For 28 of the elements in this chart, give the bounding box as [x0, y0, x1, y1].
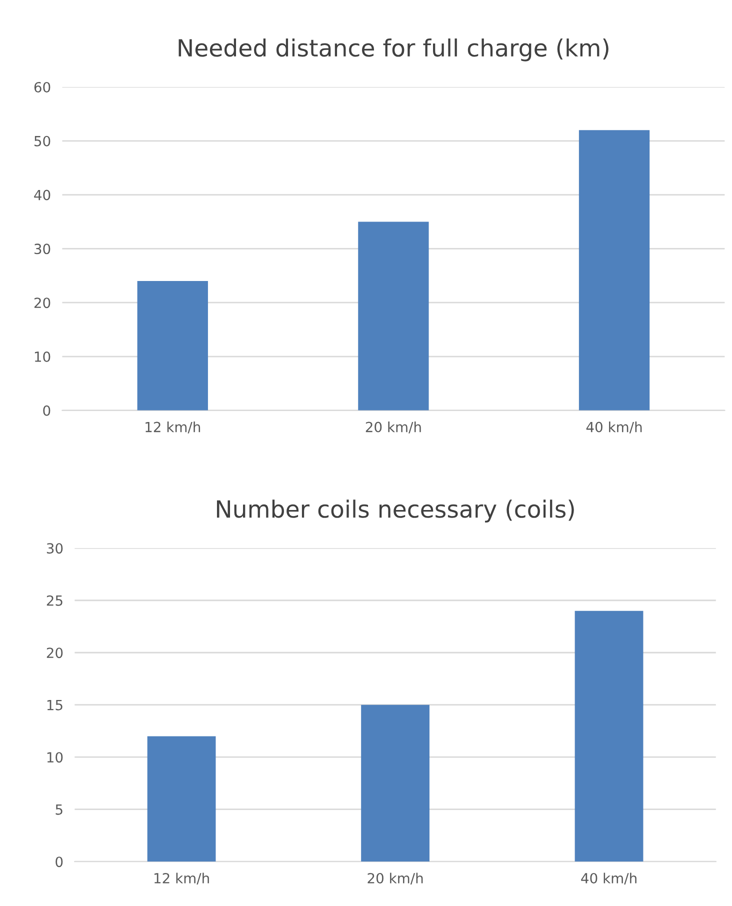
y-tick-label: 30 — [46, 543, 63, 554]
x-tick-label: 12 km/h — [146, 422, 200, 434]
y-tick-label: 0 — [43, 405, 50, 416]
bar — [578, 130, 650, 410]
x-tick-label: 40 km/h — [581, 872, 636, 885]
y-tick-label: 5 — [56, 804, 62, 815]
bar — [358, 222, 429, 410]
bar — [147, 736, 216, 862]
y-tick-label: 25 — [46, 595, 62, 606]
bar — [361, 704, 430, 862]
x-tick-label: 20 km/h — [366, 422, 421, 434]
y-tick-label: 20 — [46, 648, 63, 658]
x-tick-label: 12 km/h — [154, 872, 209, 885]
bar — [137, 281, 208, 410]
y-tick-label: 50 — [34, 136, 50, 146]
y-tick-label: 10 — [47, 752, 63, 763]
y-tick-label: 0 — [56, 856, 63, 868]
chart-title: Number coils necessary (coils) — [216, 500, 574, 522]
y-tick-label: 15 — [47, 700, 62, 710]
x-tick-label: 20 km/h — [368, 872, 423, 885]
x-tick-label: 40 km/h — [586, 422, 642, 434]
y-tick-label: 10 — [34, 351, 50, 362]
y-tick-label: 20 — [34, 298, 50, 308]
y-tick-label: 60 — [34, 82, 50, 92]
chart-title: Needed distance for full charge (km) — [178, 38, 608, 62]
bar — [574, 610, 644, 862]
y-tick-label: 30 — [34, 244, 50, 254]
y-tick-label: 40 — [34, 190, 50, 200]
